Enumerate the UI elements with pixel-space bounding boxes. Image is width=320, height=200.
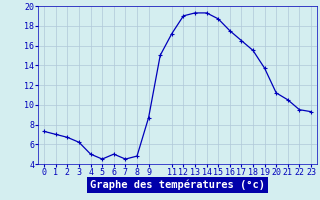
X-axis label: Graphe des températures (°c): Graphe des températures (°c) xyxy=(90,180,265,190)
